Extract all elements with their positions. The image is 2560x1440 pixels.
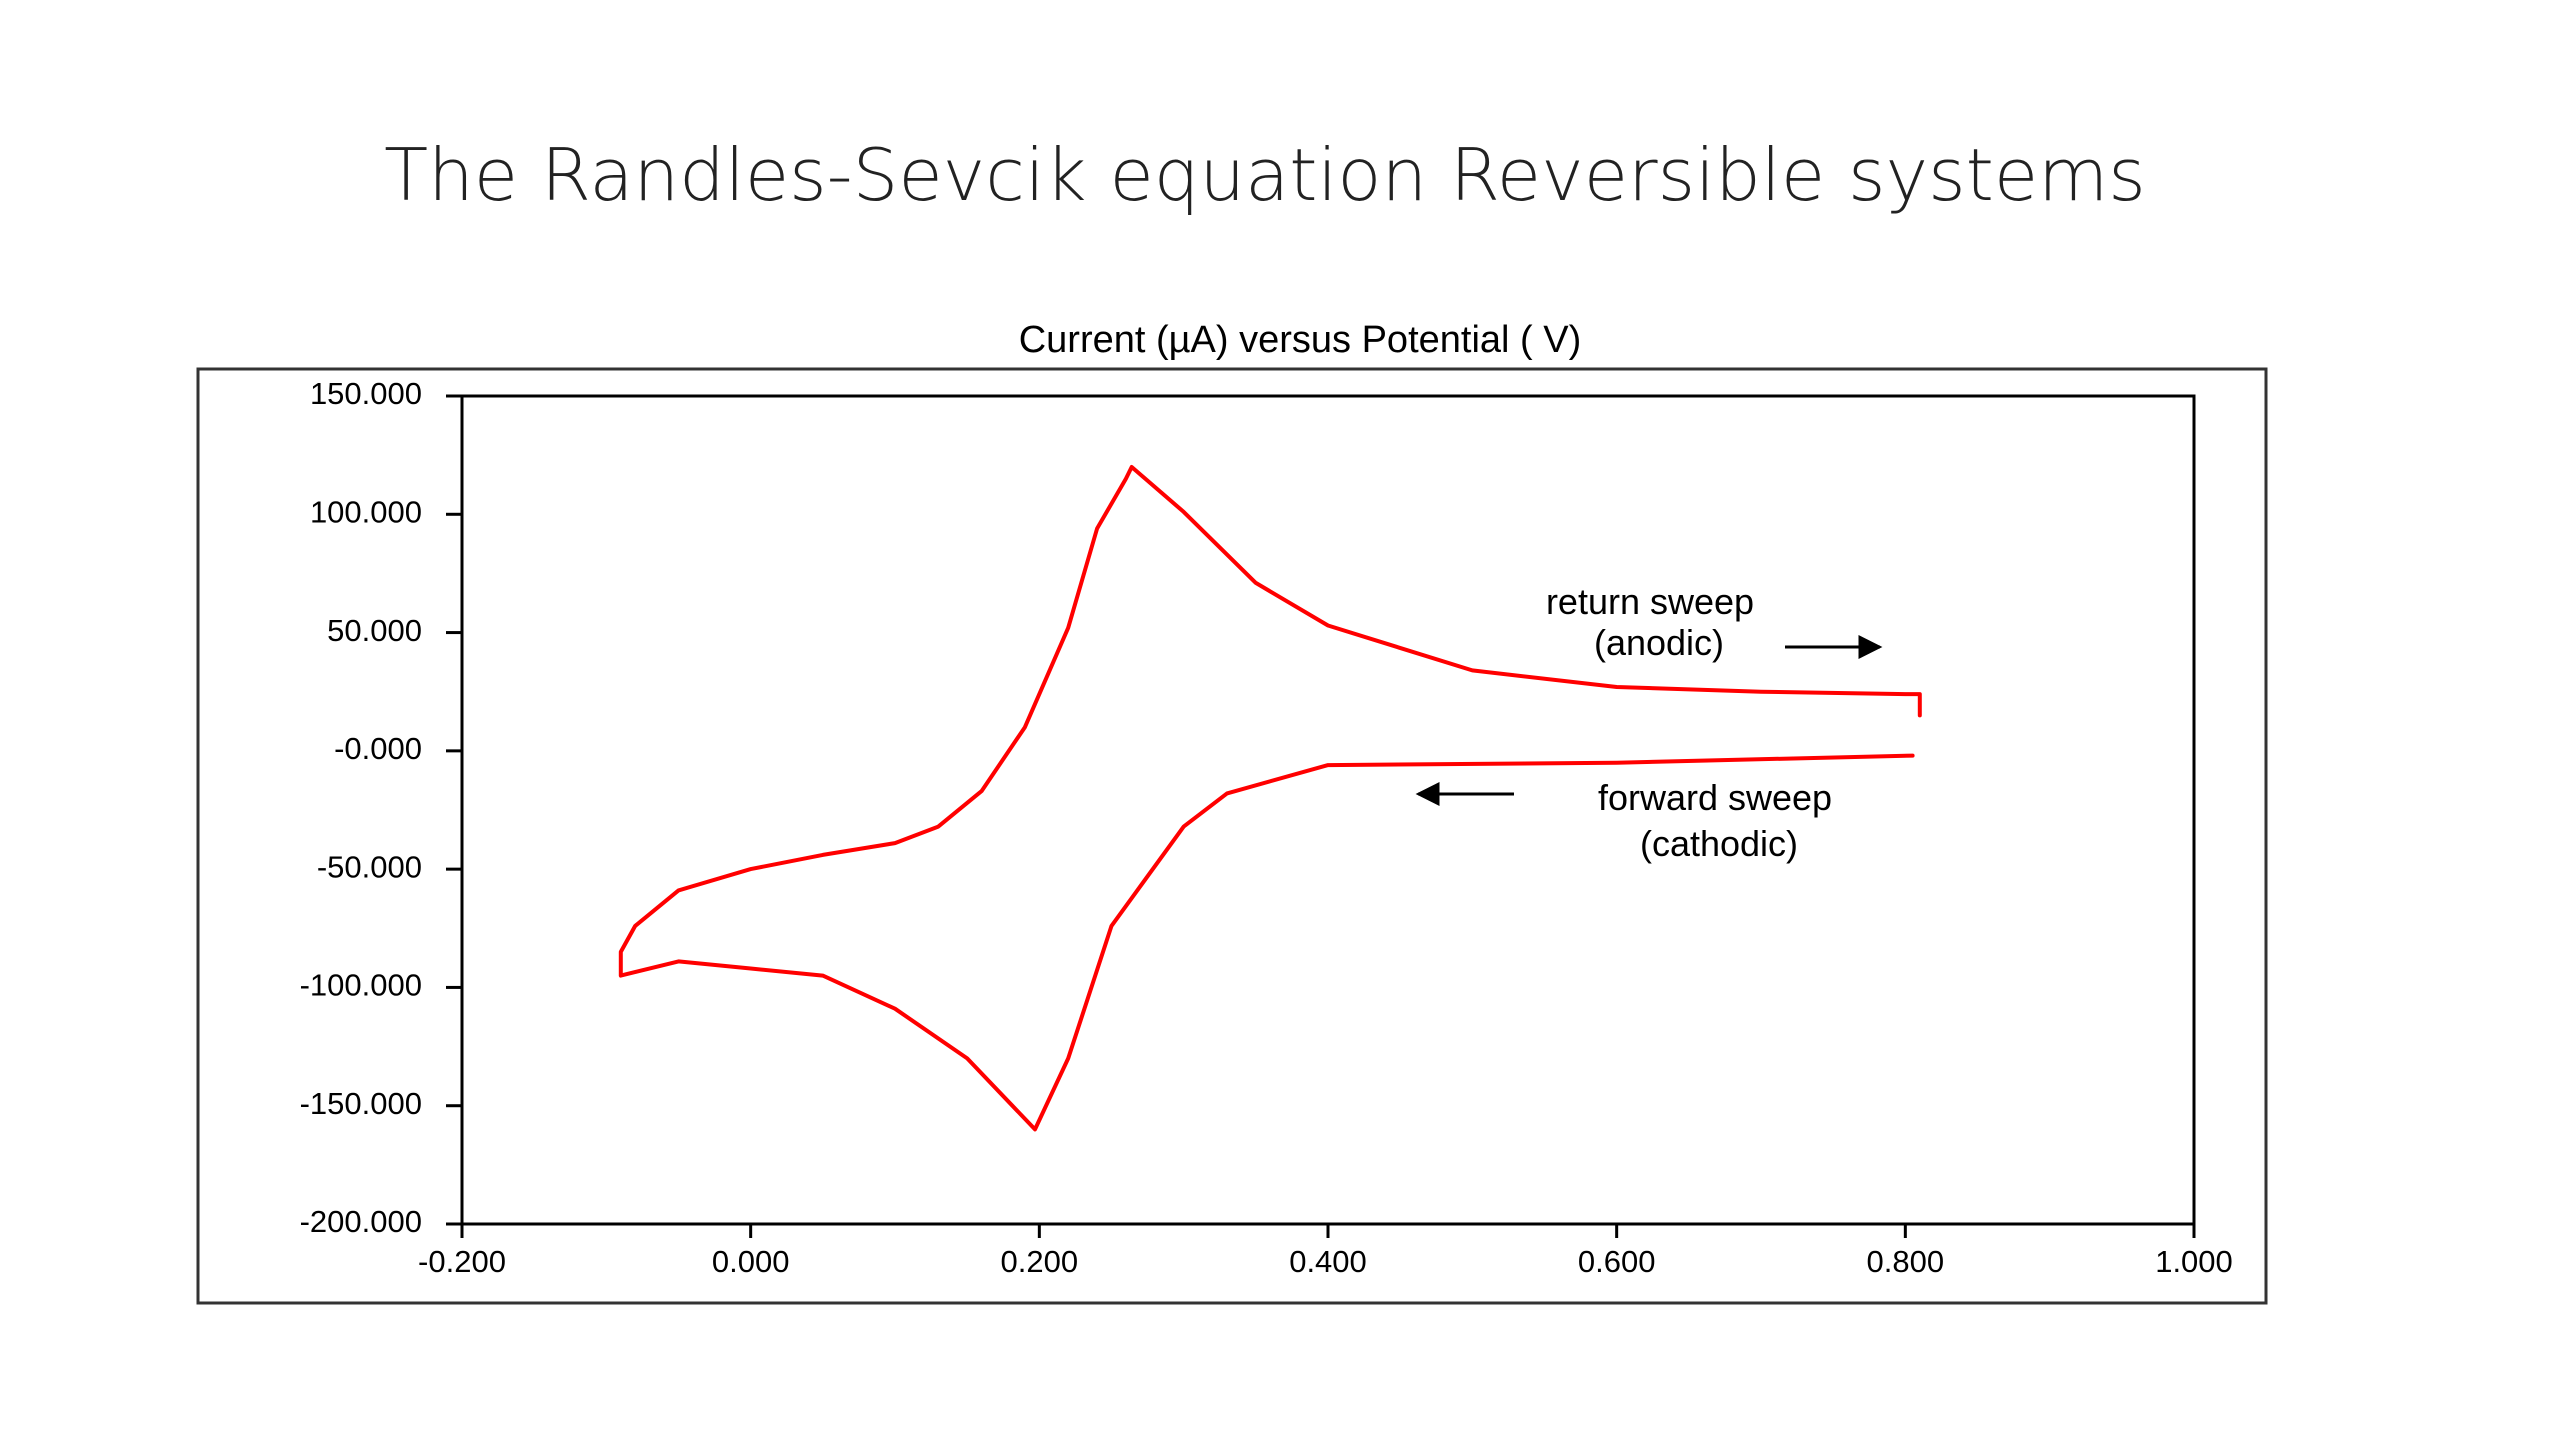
y-tick-label: 150.000 — [310, 376, 422, 411]
x-tick-label: 1.000 — [2155, 1244, 2233, 1279]
x-tick-label: 0.000 — [712, 1244, 790, 1279]
x-tick-label: 0.600 — [1578, 1244, 1656, 1279]
data-line — [618, 465, 1922, 1132]
y-tick-label: -100.000 — [300, 968, 422, 1003]
annotation: forward sweep — [1598, 777, 1832, 818]
y-tick-label: -50.000 — [317, 849, 422, 884]
y-tick-label: -0.000 — [334, 731, 422, 766]
x-tick-label: 0.400 — [1289, 1244, 1367, 1279]
x-tick-label: 0.800 — [1867, 1244, 1945, 1279]
annotation: (cathodic) — [1640, 823, 1798, 864]
annotation: (anodic) — [1594, 622, 1724, 663]
y-tick-label: -200.000 — [300, 1204, 422, 1239]
annotation: return sweep — [1546, 581, 1754, 622]
x-tick-label: -0.200 — [418, 1244, 506, 1279]
y-tick-label: -150.000 — [300, 1086, 422, 1121]
plot-frame — [460, 394, 2196, 1226]
y-tick-label: 50.000 — [327, 613, 422, 648]
chart-title: Current (µA) versus Potential ( V) — [1019, 319, 1582, 361]
slide-title: The Randles-Sevcik equation Reversible s… — [384, 133, 2146, 217]
chart-border — [196, 367, 2268, 1305]
x-tick-label: 0.200 — [1001, 1244, 1079, 1279]
y-tick-label: 100.000 — [310, 494, 422, 529]
